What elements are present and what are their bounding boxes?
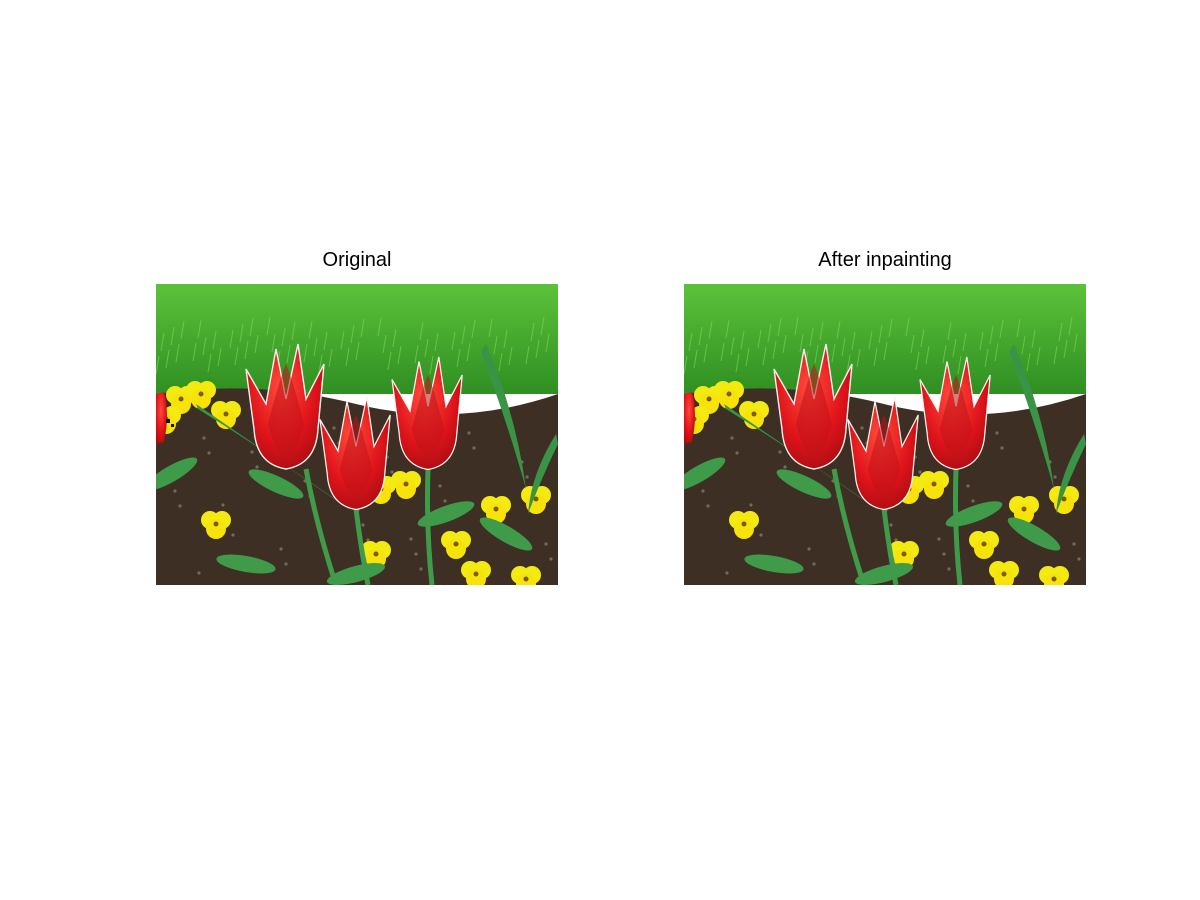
- pansy-flower: [969, 531, 999, 559]
- pansy-flower: [729, 511, 759, 539]
- tulip-flower: [773, 343, 853, 470]
- pansy-flower: [511, 566, 541, 585]
- panel-title-original: Original: [322, 249, 392, 271]
- original-photo: [156, 284, 558, 585]
- image-defect: [166, 419, 174, 427]
- tulip-flower: [319, 396, 391, 511]
- pansy-flower: [211, 401, 241, 429]
- pansy-flower: [441, 531, 471, 559]
- pansy-flower: [989, 561, 1019, 585]
- tulip-flower: [391, 356, 463, 471]
- pansy-flower: [919, 471, 949, 499]
- pansy-flower: [391, 471, 421, 499]
- pansy-flower: [521, 486, 551, 514]
- pansy-flower: [201, 511, 231, 539]
- tulip-flower: [919, 356, 991, 471]
- pansy-flower: [461, 561, 491, 585]
- tulip-flower: [847, 396, 919, 511]
- tulip-flower: [156, 392, 167, 444]
- panel-title-after-inpainting: After inpainting: [818, 249, 952, 271]
- pansy-flower: [739, 401, 769, 429]
- tulip-flower: [245, 343, 325, 470]
- pansy-flower: [1039, 566, 1069, 585]
- tulip-flower: [684, 392, 695, 444]
- inpainted-photo: [684, 284, 1086, 585]
